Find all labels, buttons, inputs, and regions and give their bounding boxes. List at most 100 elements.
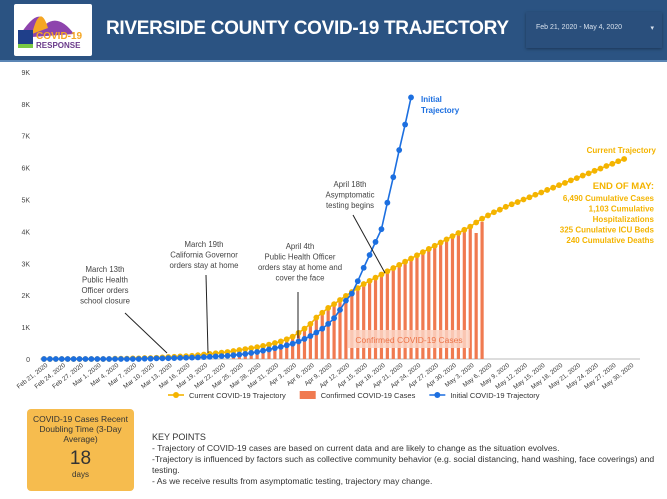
current-trajectory-point: [615, 158, 622, 165]
legend-swatch-bar: [299, 391, 316, 399]
bar-confirmed-cases: [462, 232, 466, 359]
bar-confirmed-cases: [356, 290, 360, 359]
current-trajectory-point: [431, 242, 438, 249]
initial-trajectory-point: [94, 356, 101, 362]
initial-trajectory-point: [141, 355, 148, 362]
current-trajectory-point: [621, 156, 628, 162]
initial-trajectory-point: [366, 252, 373, 258]
current-trajectory-point: [485, 212, 491, 219]
current-trajectory-point: [271, 340, 278, 346]
current-trajectory-point: [260, 343, 266, 349]
key-point: - Trajectory of COVID-19 cases are based…: [152, 443, 560, 453]
page-title: RIVERSIDE COUNTY COVID-19 TRAJECTORY: [106, 18, 509, 39]
bar-confirmed-cases: [427, 251, 431, 359]
bar-confirmed-cases: [385, 273, 389, 359]
current-trajectory-point: [556, 182, 562, 189]
header: COVID-19 RESPONSE RIVERSIDE COUNTY COVID…: [0, 0, 667, 62]
initial-trajectory-point: [242, 350, 249, 357]
bar-confirmed-cases: [421, 254, 425, 359]
bar-confirmed-cases: [302, 330, 307, 359]
initial-trajectory-label: Trajectory: [421, 106, 460, 115]
y-tick-label: 4K: [21, 229, 30, 236]
bar-confirmed-cases: [439, 244, 443, 359]
annotation-apr18: Asymptomatic: [326, 191, 375, 200]
bar-confirmed-cases: [279, 342, 283, 359]
initial-trajectory-point: [165, 355, 172, 362]
current-trajectory-point: [390, 265, 397, 271]
initial-trajectory-point: [171, 355, 178, 361]
current-trajectory-point: [419, 249, 426, 256]
initial-trajectory-point: [159, 355, 166, 362]
annotation-mar19-pointer: [205, 274, 209, 354]
annotation-mar13: school closure: [80, 297, 130, 306]
initial-trajectory-point: [354, 278, 361, 285]
end-of-may-stat: 325 Cunulative ICU Beds: [560, 226, 655, 235]
current-trajectory-point: [266, 341, 272, 348]
initial-trajectory-point: [47, 356, 53, 362]
current-trajectory-point: [331, 301, 337, 308]
current-trajectory-point: [402, 258, 409, 265]
current-trajectory-point: [532, 191, 539, 198]
initial-trajectory-point: [218, 353, 225, 360]
legend-swatch-point: [173, 392, 179, 398]
initial-trajectory-point: [52, 356, 59, 362]
current-trajectory-point: [366, 277, 373, 284]
current-trajectory-point: [508, 201, 515, 208]
initial-trajectory-point: [82, 356, 89, 362]
annotation-mar13: Officer orders: [81, 286, 128, 295]
current-trajectory-point: [443, 236, 450, 243]
bar-confirmed-cases: [338, 302, 342, 359]
initial-trajectory-point: [396, 147, 403, 153]
end-of-may-stat: 240 Cumulative Deaths: [566, 236, 654, 245]
initial-trajectory-point: [58, 356, 65, 362]
initial-trajectory-point: [283, 342, 290, 349]
bar-confirmed-cases: [403, 263, 407, 359]
current-trajectory-point: [567, 177, 574, 184]
bar-confirmed-cases: [480, 221, 484, 359]
current-trajectory-point: [455, 230, 462, 236]
initial-trajectory-point: [195, 354, 201, 361]
initial-trajectory-point: [106, 356, 113, 362]
initial-trajectory-point: [135, 356, 142, 362]
current-trajectory-point: [473, 219, 480, 226]
date-range-picker[interactable]: Feb 21, 2020 - May 4, 2020 ▾: [526, 12, 662, 48]
initial-trajectory-point: [123, 356, 130, 362]
initial-trajectory-point: [295, 338, 302, 345]
initial-trajectory-point: [118, 356, 124, 362]
current-trajectory-point: [461, 226, 468, 233]
current-trajectory-point: [384, 268, 391, 275]
current-trajectory-point: [242, 346, 249, 353]
initial-trajectory-point: [254, 349, 261, 355]
initial-trajectory-point: [331, 315, 337, 322]
current-trajectory-point: [562, 180, 568, 186]
current-trajectory-point: [526, 194, 533, 201]
annotation-apr18-pointer: [352, 214, 386, 274]
initial-trajectory-point: [271, 345, 278, 352]
annotation-mar13: March 13th: [85, 265, 124, 274]
annotation-mar19: California Governor: [170, 251, 238, 260]
initial-trajectory-point: [147, 355, 154, 362]
key-point: -Trajectory is influenced by factors suc…: [152, 454, 655, 475]
y-tick-label: 1K: [21, 325, 30, 332]
annotation-mar13-pointer: [124, 312, 168, 354]
initial-trajectory-point: [129, 356, 136, 362]
current-trajectory-point: [550, 184, 557, 191]
initial-trajectory-point: [200, 354, 207, 360]
annotation-apr4: orders stay at home and: [258, 263, 342, 272]
initial-trajectory-point: [325, 321, 332, 327]
bar-confirmed-cases: [362, 286, 366, 359]
bar-confirmed-cases: [379, 276, 384, 359]
initial-trajectory-point: [230, 352, 237, 359]
doubling-time-unit: days: [72, 470, 89, 479]
key-points: KEY POINTS - Trajectory of COVID-19 case…: [152, 432, 662, 487]
initial-trajectory-point: [177, 354, 184, 361]
doubling-time-card: COVID-19 Cases Recent Doubling Time (3-D…: [27, 409, 134, 491]
key-point: - As we receive results from asymptomati…: [152, 476, 433, 486]
doubling-time-label: COVID-19 Cases Recent Doubling Time (3-D…: [33, 414, 128, 444]
current-trajectory-point: [354, 285, 361, 292]
annotation-mar13: Public Health: [82, 276, 128, 285]
bar-confirmed-cases: [474, 232, 478, 359]
initial-trajectory-point: [88, 356, 95, 362]
current-trajectory-point: [319, 309, 326, 316]
dropdown-caret-icon: ▾: [650, 25, 654, 32]
